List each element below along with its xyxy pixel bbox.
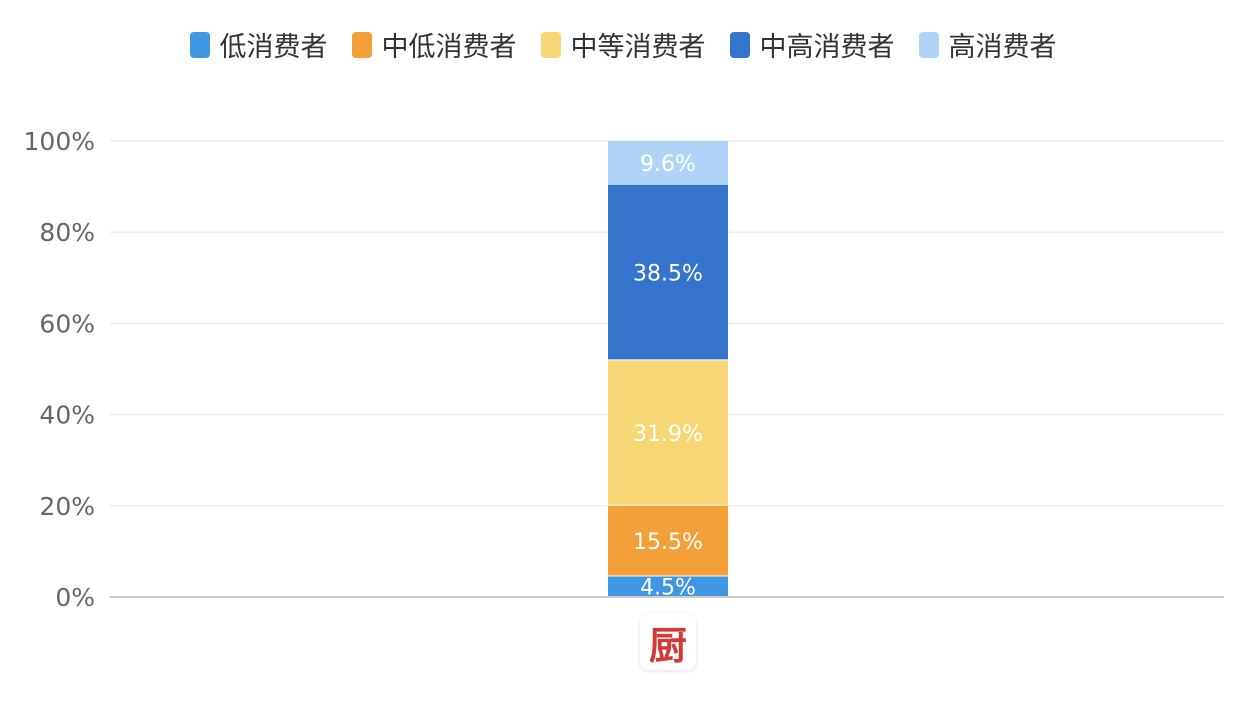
bar-segment[interactable] (608, 184, 728, 360)
y-tick-label: 60% (39, 309, 95, 338)
legend-item-upper-middle[interactable]: 中高消费者 (729, 25, 895, 64)
legend-label-low: 低消费者 (219, 32, 328, 63)
legend-swatch-low (189, 31, 210, 58)
legend-item-high[interactable]: 高消费者 (918, 25, 1057, 64)
y-tick-label: 80% (39, 218, 95, 247)
logo-icon: 厨 (640, 614, 696, 670)
legend-item-middle[interactable]: 中等消费者 (540, 25, 706, 64)
legend-swatch-high (918, 31, 939, 58)
data-label: 38.5% (633, 262, 703, 287)
data-label: 4.5% (640, 576, 696, 601)
chart-legend: 低消费者 中低消费者 中等消费者 中高消费者 高消费者 (0, 25, 1246, 64)
y-tick-label: 100% (24, 127, 95, 156)
legend-label-middle: 中等消费者 (570, 32, 706, 63)
bar-segment[interactable] (608, 360, 728, 505)
y-tick-label: 20% (39, 492, 95, 521)
legend-swatch-middle (540, 31, 561, 58)
legend-item-lower-middle[interactable]: 中低消费者 (351, 25, 517, 64)
data-label: 9.6% (640, 152, 696, 177)
legend-swatch-lower-middle (351, 31, 372, 58)
legend-swatch-upper-middle (729, 31, 750, 58)
data-label: 15.5% (633, 530, 703, 555)
data-label: 31.9% (633, 422, 703, 447)
y-tick-label: 0% (55, 583, 95, 612)
y-tick-label: 40% (39, 401, 95, 430)
bar-segment[interactable] (608, 576, 728, 596)
legend-label-upper-middle: 中高消费者 (759, 32, 895, 63)
legend-label-lower-middle: 中低消费者 (381, 32, 517, 63)
bar-segment[interactable] (608, 505, 728, 576)
legend-item-low[interactable]: 低消费者 (189, 25, 328, 64)
bar-segment[interactable] (608, 141, 728, 185)
legend-label-high: 高消费者 (948, 32, 1057, 63)
